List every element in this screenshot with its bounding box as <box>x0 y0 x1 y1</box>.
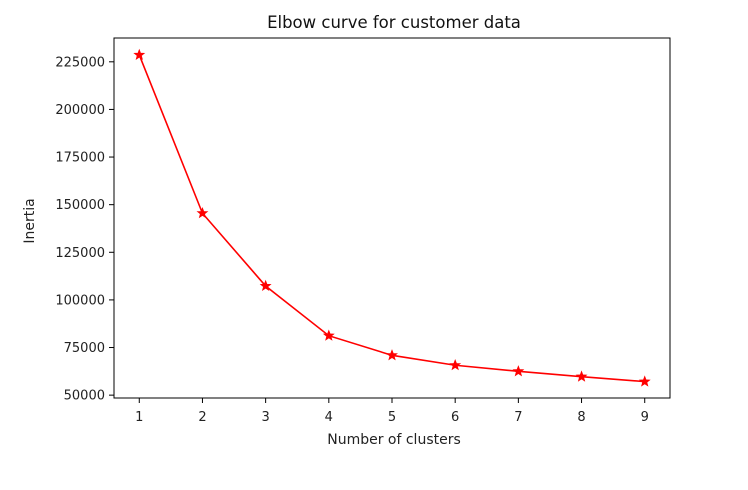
data-point-star <box>575 370 588 382</box>
y-tick-label: 75000 <box>64 341 105 356</box>
data-point-star <box>512 365 525 377</box>
x-tick-label: 2 <box>198 410 206 425</box>
x-tick-label: 8 <box>577 410 585 425</box>
y-axis: 50000 75000 100000 125000 150000 175000 200000… <box>55 55 114 404</box>
y-tick-label: 225000 <box>55 55 105 70</box>
x-tick-label: 1 <box>135 410 143 425</box>
y-tick-label: 200000 <box>55 103 105 118</box>
x-tick-label: 3 <box>261 410 269 425</box>
y-tick-label: 50000 <box>64 389 105 404</box>
x-axis: 1 2 3 4 5 6 7 8 9 <box>135 398 649 425</box>
data-point-star <box>133 48 146 61</box>
x-axis-label: Number of clusters <box>327 432 461 448</box>
data-point-star <box>386 349 398 361</box>
y-tick-label: 175000 <box>55 151 105 166</box>
plot-area <box>113 37 671 399</box>
series-markers <box>133 48 651 387</box>
chart-title: Elbow curve for customer data <box>267 13 521 32</box>
y-tick-label: 125000 <box>55 246 105 261</box>
data-point-star <box>449 358 462 371</box>
x-tick-label: 9 <box>641 410 649 425</box>
x-tick-label: 4 <box>325 410 333 425</box>
y-axis-label: Inertia <box>22 198 38 243</box>
data-point-star <box>638 375 651 387</box>
x-tick-label: 6 <box>451 410 459 425</box>
x-tick-label: 7 <box>514 410 522 425</box>
y-tick-label: 100000 <box>55 293 105 308</box>
data-point-star <box>196 207 209 219</box>
x-tick-label: 5 <box>388 410 396 425</box>
data-point-star <box>259 279 272 292</box>
data-point-star <box>322 329 335 341</box>
y-tick-label: 150000 <box>55 198 105 213</box>
